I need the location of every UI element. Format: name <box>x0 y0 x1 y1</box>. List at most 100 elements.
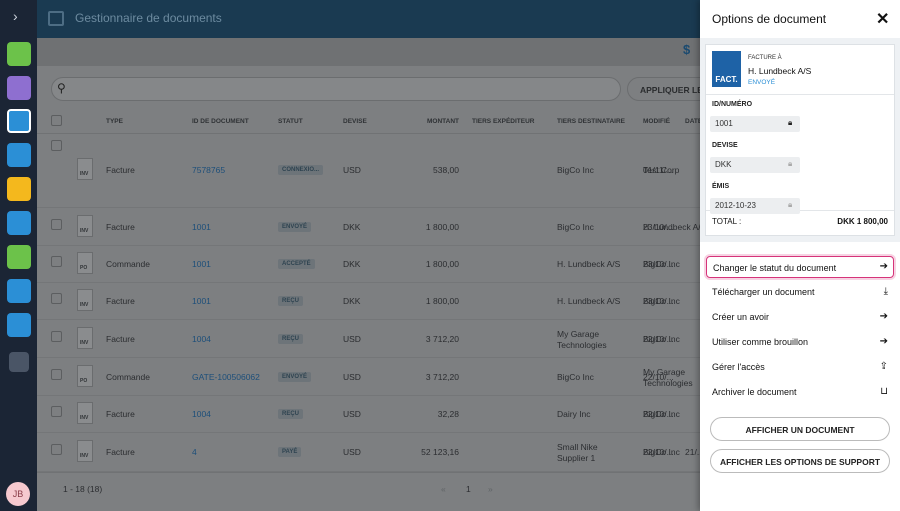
doc-id[interactable]: 4 <box>192 447 197 457</box>
sender: Small Nike Supplier 1 <box>557 442 598 463</box>
table-row[interactable] <box>37 246 700 283</box>
action-item[interactable]: Créer un avoir <box>712 312 770 322</box>
sender: H. Lundbeck A/S <box>557 259 621 269</box>
panel-button[interactable]: AFFICHER UN DOCUMENT <box>710 417 890 441</box>
checkbox[interactable] <box>51 444 62 455</box>
page-number[interactable]: 1 <box>466 484 471 494</box>
column-header: TIERS DESTINATAIRE <box>557 118 626 125</box>
filter-button[interactable]: APPLIQUER LE <box>627 77 700 101</box>
column-header: ID DE DOCUMENT <box>192 118 249 125</box>
nav-icon[interactable] <box>7 143 31 167</box>
currency: USD <box>343 372 361 382</box>
table-row[interactable] <box>37 283 700 320</box>
field-input: 1001 <box>710 116 800 132</box>
doc-id[interactable]: 1001 <box>192 296 211 306</box>
nav-icon[interactable] <box>7 177 31 201</box>
column-header: STATUT <box>278 118 303 125</box>
amount: 3 712,20 <box>425 334 459 344</box>
modified: 22/10/... <box>643 409 674 419</box>
date: 21/... <box>685 447 700 457</box>
checkbox[interactable] <box>51 256 62 267</box>
avatar[interactable]: JB <box>6 482 30 506</box>
currency: USD <box>343 165 361 175</box>
table-row[interactable] <box>37 208 700 246</box>
recipient: BigCo Inc <box>643 296 680 306</box>
amount: 52 123,16 <box>421 447 459 457</box>
action-icon: ➔ <box>879 336 888 347</box>
column-header: TIERS EXPÉDITEUR <box>472 118 535 125</box>
status-badge: CONNEXIO... <box>278 165 324 175</box>
action-item[interactable]: Changer le statut du document <box>706 256 894 278</box>
file-icon: INV <box>77 327 93 349</box>
close-button[interactable]: ✕ <box>876 11 890 28</box>
card-label: FACTURE À <box>748 55 782 61</box>
currency: DKK <box>343 259 361 269</box>
checkbox[interactable] <box>51 406 62 417</box>
next-page[interactable]: » <box>488 484 493 494</box>
action-item[interactable]: Télécharger un document <box>712 287 815 297</box>
doc-type: Facture <box>106 334 135 344</box>
doc-type: Facture <box>106 447 135 457</box>
panel-button[interactable]: AFFICHER LES OPTIONS DE SUPPORT <box>710 449 890 473</box>
file-icon: PO <box>77 252 93 274</box>
nav-icon[interactable] <box>7 42 31 66</box>
table-footer <box>37 472 700 511</box>
sidebar: › JB <box>0 0 37 511</box>
currency-icon[interactable]: $ <box>683 42 691 57</box>
checkbox[interactable] <box>51 115 62 126</box>
doc-id[interactable]: 1001 <box>192 259 211 269</box>
divider <box>706 94 894 95</box>
checkbox[interactable] <box>51 369 62 380</box>
sender: My Garage Technologies <box>557 329 607 350</box>
nav-icon[interactable] <box>7 245 31 269</box>
column-header: DATE <box>685 118 700 125</box>
nav-icon[interactable] <box>7 109 31 133</box>
checkbox[interactable] <box>51 293 62 304</box>
doc-id[interactable]: GATE-100506062 <box>192 372 260 382</box>
doc-type: Facture <box>106 296 135 306</box>
doc-id[interactable]: 1001 <box>192 222 211 232</box>
search-bar[interactable] <box>51 77 621 101</box>
action-item[interactable]: Gérer l'accès <box>712 362 765 372</box>
action-item[interactable]: Utiliser comme brouillon <box>712 337 809 347</box>
modified: 22/10/... <box>643 334 674 344</box>
divider <box>706 210 894 211</box>
recipient: BigCo Inc <box>643 447 680 457</box>
table-row[interactable] <box>37 433 700 472</box>
prev-page[interactable]: « <box>441 484 446 494</box>
expand-icon[interactable]: › <box>13 8 18 24</box>
apps-icon[interactable] <box>9 352 29 372</box>
field-input: 2012-10-23 <box>710 198 800 214</box>
total-value: DKK 1 800,00 <box>837 217 888 226</box>
checkbox[interactable] <box>51 219 62 230</box>
checkbox[interactable] <box>51 331 62 342</box>
nav-icon[interactable] <box>7 76 31 100</box>
doc-id[interactable]: 1004 <box>192 409 211 419</box>
column-header: MODIFIÉ <box>643 118 671 125</box>
action-item[interactable]: Archiver le document <box>712 387 797 397</box>
field-label: DEVISE <box>712 142 738 149</box>
table-row[interactable] <box>37 320 700 358</box>
recipient: My Garage Technologies <box>643 367 693 388</box>
amount: 3 712,20 <box>425 372 459 382</box>
table-row[interactable] <box>37 396 700 433</box>
currency: DKK <box>343 222 361 232</box>
doc-id[interactable]: 7578765 <box>192 165 226 175</box>
nav-icon[interactable] <box>7 313 31 337</box>
amount: 538,00 <box>433 165 459 175</box>
doc-id[interactable]: 1004 <box>192 334 211 344</box>
header-title: Gestionnaire de documents <box>75 11 222 25</box>
nav-icon[interactable] <box>7 279 31 303</box>
file-icon: PO <box>77 365 93 387</box>
lock-icon: 🔒︎ <box>788 118 793 127</box>
table-row[interactable] <box>37 134 700 208</box>
modified: 01/11/... <box>643 165 674 175</box>
doc-type: Facture <box>106 165 135 175</box>
recipient: BigCo Inc <box>643 334 680 344</box>
checkbox[interactable] <box>51 140 62 151</box>
nav-icon[interactable] <box>7 211 31 235</box>
column-header: DEVISE <box>343 118 367 125</box>
table-row[interactable] <box>37 358 700 396</box>
currency: USD <box>343 334 361 344</box>
main: Gestionnaire de documents $ ⚲ APPLIQUER … <box>37 0 700 511</box>
